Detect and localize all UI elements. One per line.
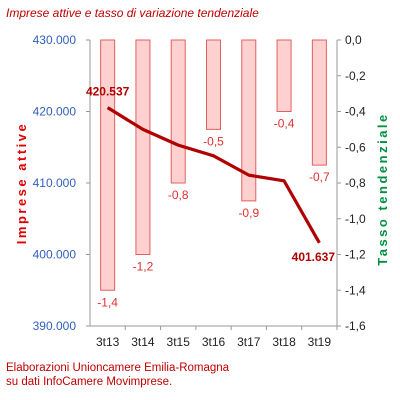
right-tick-label: -1,6 — [345, 319, 366, 333]
bar-value-label: -1,4 — [97, 295, 118, 309]
right-tick-label: -0,4 — [345, 105, 366, 119]
right-tick-label: 0,0 — [345, 33, 362, 47]
bar — [241, 39, 257, 202]
x-tick-label: 3t13 — [96, 335, 120, 349]
line-series — [106, 106, 321, 244]
left-tick-label: 430.000 — [33, 33, 77, 47]
right-tick-label: -0,6 — [345, 140, 366, 154]
bar-value-label: -0,5 — [203, 134, 224, 148]
bar — [100, 39, 116, 291]
bar — [135, 39, 151, 255]
bar-value-label: -0,9 — [238, 206, 259, 220]
x-tick-label: 3t17 — [237, 335, 261, 349]
x-tick-label: 3t15 — [167, 335, 191, 349]
axes — [86, 39, 341, 330]
bar — [206, 39, 221, 130]
left-tick-label: 390.000 — [33, 319, 77, 333]
footer-line-1: Elaborazioni Unioncamere Emilia-Romagna — [6, 362, 230, 374]
tick-labels: 390.000400.000410.000420.000430.000-1,6-… — [33, 33, 366, 349]
left-tick-label: 420.000 — [33, 105, 77, 119]
x-tick-label: 3t14 — [131, 335, 155, 349]
bar-value-label: -0,4 — [274, 117, 295, 131]
chart-title: Imprese attive e tasso di variazione ten… — [6, 6, 259, 20]
footer-line-2: su dati InfoCamere Movimprese. — [6, 376, 173, 388]
data-labels: -1,4 -1,2 -0,8 -0,5 -0,9 -0,4 -0,7 420.537 401.6… — [86, 85, 335, 310]
right-tick-label: -1,0 — [345, 212, 366, 226]
bar-series — [100, 39, 327, 291]
left-tick-label: 410.000 — [33, 176, 77, 190]
x-tick-label: 3t19 — [308, 335, 332, 349]
line-value-label-first: 420.537 — [86, 85, 130, 99]
footer-source: Elaborazioni Unioncamere Emilia-Romagna … — [6, 361, 229, 389]
line-value-label-last: 401.637 — [292, 250, 336, 264]
right-tick-label: -0,2 — [345, 69, 366, 83]
left-axis-title: Imprese attive — [14, 122, 29, 244]
x-tick-label: 3t18 — [272, 335, 296, 349]
bar — [276, 39, 292, 112]
bar-value-label: -0,8 — [168, 188, 189, 202]
x-tick-label: 3t16 — [202, 335, 226, 349]
left-tick-label: 400.000 — [33, 248, 77, 262]
right-tick-label: -0,8 — [345, 176, 366, 190]
bar — [170, 39, 186, 184]
bar-value-label: -1,2 — [133, 260, 154, 274]
right-tick-label: -1,4 — [345, 283, 366, 297]
bar — [311, 39, 327, 166]
right-axis-title: Tasso tendenziale — [375, 112, 390, 266]
right-tick-label: -1,2 — [345, 248, 366, 262]
bar-value-label: -0,7 — [309, 170, 330, 184]
